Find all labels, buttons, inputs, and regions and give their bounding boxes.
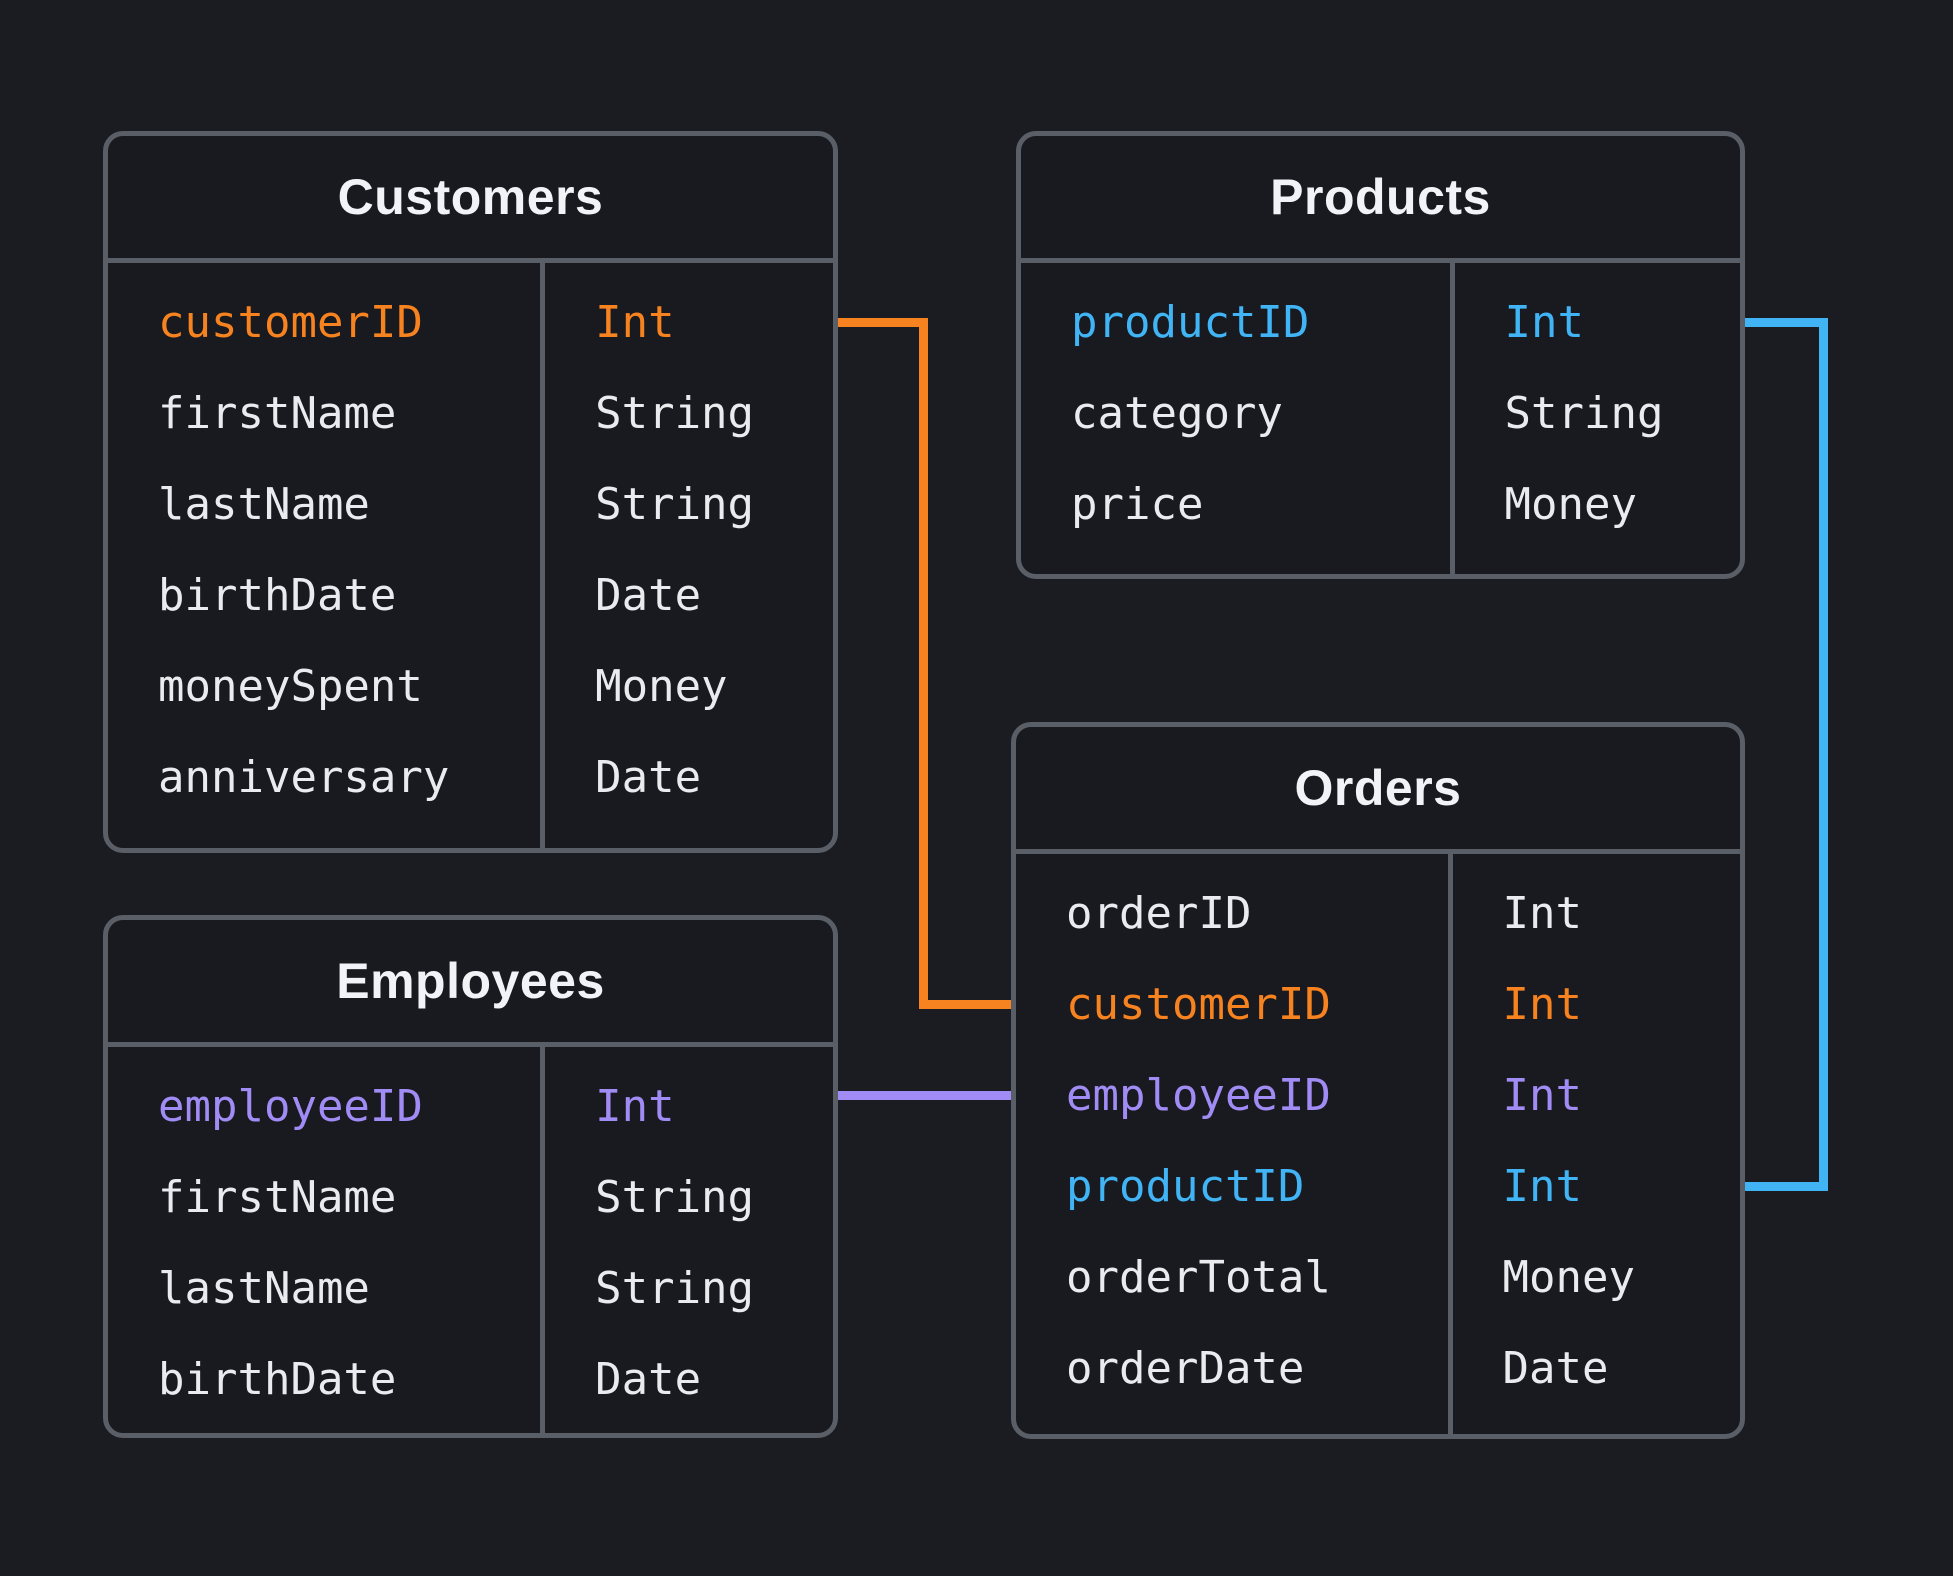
field-name-customerID: customerID: [1066, 979, 1331, 1030]
field-name-moneySpent: moneySpent: [158, 661, 423, 712]
table-customers-field-types-column: Int String String Date Money Date: [540, 263, 833, 848]
table-orders-field-types-column: Int Int Int Int Money Date: [1447, 854, 1741, 1434]
field-type-birthDate: Date: [595, 570, 702, 621]
field-name-lastName: lastName: [158, 479, 370, 530]
table-orders-body: orderID customerID employeeID productID orde…: [1016, 854, 1740, 1434]
field-name-birthDate: birthDate: [158, 1354, 397, 1405]
field-type-birthDate: Date: [595, 1354, 702, 1405]
table-orders-field-names-column: orderID customerID employeeID productID orde…: [1016, 854, 1448, 1434]
field-name-productID: productID: [1071, 297, 1310, 348]
table-customers-field-names-column: customerID firstName lastName birthDate mone…: [108, 263, 540, 848]
field-type-firstName: String: [595, 388, 755, 439]
relation-employees-orders-segment: [833, 1091, 1016, 1100]
table-products-header: Products: [1021, 136, 1740, 263]
field-name-productID: productID: [1066, 1161, 1305, 1212]
field-name-firstName: firstName: [158, 1172, 397, 1223]
field-name-employeeID: employeeID: [1066, 1070, 1331, 1121]
field-type-employeeID: Int: [595, 1081, 675, 1132]
table-orders-title: Orders: [1294, 760, 1462, 816]
table-customers-title: Customers: [337, 169, 604, 225]
field-type-customerID: Int: [1502, 979, 1582, 1030]
field-type-orderTotal: Money: [1502, 1252, 1635, 1303]
field-type-category: String: [1504, 388, 1664, 439]
field-name-firstName: firstName: [158, 388, 397, 439]
field-name-orderTotal: orderTotal: [1066, 1252, 1331, 1303]
relation-customers-orders-segment-vertical: [919, 318, 928, 1009]
table-employees-body: employeeID firstName lastName birthDate Int…: [108, 1047, 833, 1433]
table-orders-header: Orders: [1016, 727, 1740, 854]
field-type-orderID: Int: [1502, 888, 1582, 939]
relation-products-orders-segment-vertical: [1819, 318, 1828, 1191]
field-type-customerID: Int: [595, 297, 675, 348]
table-employees-title: Employees: [336, 953, 605, 1009]
table-products-field-names-column: productID category price: [1021, 263, 1450, 574]
field-type-firstName: String: [595, 1172, 755, 1223]
field-type-productID: Int: [1504, 297, 1584, 348]
relation-products-orders-segment-start: [1740, 318, 1828, 327]
field-type-employeeID: Int: [1502, 1070, 1582, 1121]
field-type-moneySpent: Money: [595, 661, 728, 712]
field-name-orderDate: orderDate: [1066, 1343, 1305, 1394]
field-name-birthDate: birthDate: [158, 570, 397, 621]
table-employees-field-types-column: Int String String Date: [540, 1047, 833, 1433]
field-name-anniversary: anniversary: [158, 752, 450, 803]
table-products-body: productID category price Int String Money: [1021, 263, 1740, 574]
field-name-price: price: [1071, 479, 1204, 530]
table-employees-field-names-column: employeeID firstName lastName birthDate: [108, 1047, 540, 1433]
table-employees[interactable]: Employees employeeID firstName lastName bir…: [103, 915, 838, 1438]
table-products[interactable]: Products productID category price Int Strin…: [1016, 131, 1745, 579]
table-products-title: Products: [1270, 169, 1491, 225]
table-customers-header: Customers: [108, 136, 833, 263]
field-name-customerID: customerID: [158, 297, 423, 348]
field-type-lastName: String: [595, 479, 755, 530]
table-customers[interactable]: Customers customerID firstName lastName bir…: [103, 131, 838, 853]
field-type-orderDate: Date: [1502, 1343, 1609, 1394]
table-orders[interactable]: Orders orderID customerID employeeID produc…: [1011, 722, 1745, 1439]
relation-customers-orders-segment-end: [919, 1000, 1016, 1009]
field-type-lastName: String: [595, 1263, 755, 1314]
field-name-employeeID: employeeID: [158, 1081, 423, 1132]
field-name-orderID: orderID: [1066, 888, 1252, 939]
field-type-anniversary: Date: [595, 752, 702, 803]
field-type-price: Money: [1504, 479, 1637, 530]
table-customers-body: customerID firstName lastName birthDate mone…: [108, 263, 833, 848]
field-type-productID: Int: [1502, 1161, 1582, 1212]
table-products-field-types-column: Int String Money: [1449, 263, 1740, 574]
relation-customers-orders-segment-start: [833, 318, 928, 327]
table-employees-header: Employees: [108, 920, 833, 1047]
field-name-lastName: lastName: [158, 1263, 370, 1314]
relation-products-orders-segment-end: [1740, 1182, 1828, 1191]
field-name-category: category: [1071, 388, 1283, 439]
